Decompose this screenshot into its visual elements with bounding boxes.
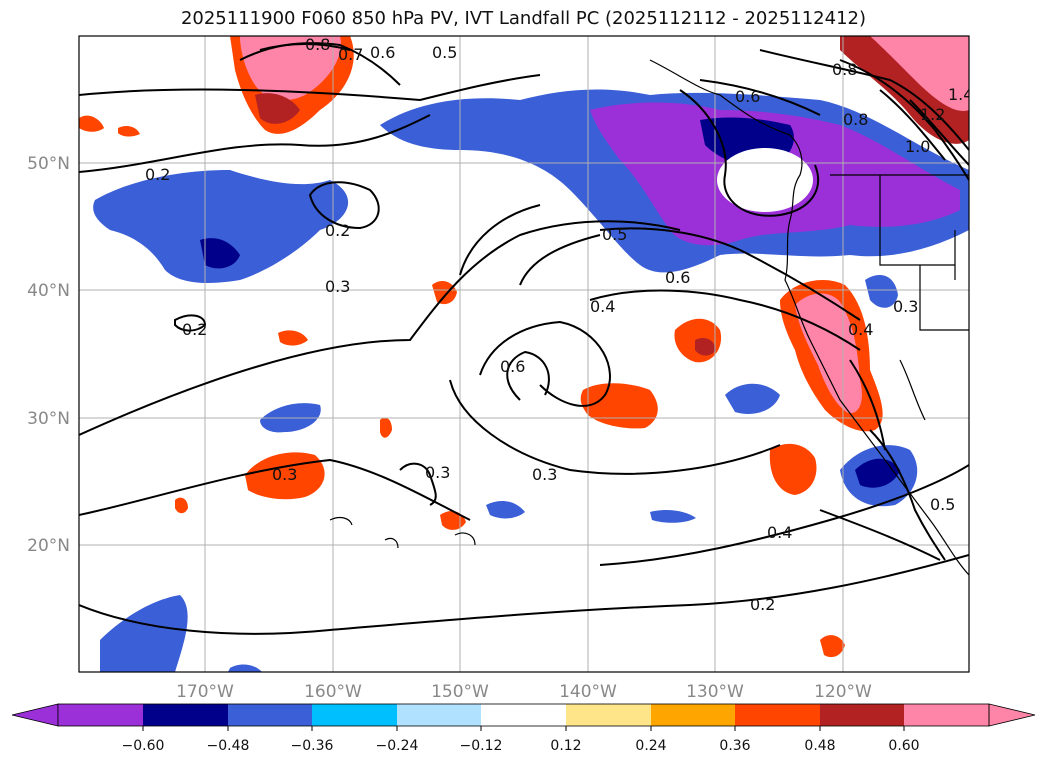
contour-label: 0.2 (145, 165, 170, 184)
contour-label: 0.3 (532, 465, 557, 484)
colorbar-segment (58, 704, 143, 726)
contour-label: 0.4 (590, 297, 615, 316)
lon-label: 140°W (559, 682, 617, 702)
contour-label: 0.6 (370, 43, 395, 62)
colorbar-tick-label: −0.24 (376, 738, 419, 754)
contour-label: 0.3 (272, 465, 297, 484)
contour-label: 0.4 (848, 320, 873, 339)
colorbar-segment (566, 704, 651, 726)
contour-label: 0.8 (832, 60, 857, 79)
lon-label: 120°W (814, 682, 872, 702)
colorbar-segment (481, 704, 566, 726)
lon-label: 150°W (431, 682, 489, 702)
contour-label: 0.7 (338, 45, 363, 64)
colorbar-extend-low (11, 703, 59, 727)
colorbar: −0.60 −0.48 −0.36 −0.24 −0.12 0.12 0.24 … (11, 703, 1036, 754)
contour-label: 0.6 (735, 87, 760, 106)
latitude-labels: 50°N 40°N 30°N 20°N (27, 154, 70, 556)
colorbar-tick-label: 0.24 (635, 738, 666, 754)
lat-label: 40°N (27, 281, 70, 301)
contour-label: 0.6 (665, 268, 690, 287)
colorbar-tick-label: 0.36 (719, 738, 750, 754)
colorbar-extend-high (988, 703, 1036, 727)
contour-label: 0.3 (425, 463, 450, 482)
contour-label: 0.8 (305, 35, 330, 54)
contour-label: 0.5 (432, 43, 457, 62)
contour-label: 1.2 (920, 105, 945, 124)
longitude-labels: 170°W 160°W 150°W 140°W 130°W 120°W (176, 682, 872, 702)
colorbar-segment (735, 704, 820, 726)
contour-label: 0.6 (500, 357, 525, 376)
lat-label: 30°N (27, 409, 70, 429)
colorbar-segment (904, 704, 989, 726)
colorbar-tick-label: 0.60 (888, 738, 919, 754)
colorbar-segment (143, 704, 228, 726)
ivt-contours (79, 42, 969, 635)
map-area: 0.2 0.2 0.2 0.2 0.3 0.3 0.3 0.3 0.3 0.4 … (79, 35, 973, 672)
contour-label: 0.5 (602, 225, 627, 244)
contour-label: 0.2 (750, 595, 775, 614)
lat-label: 50°N (27, 154, 70, 174)
contour-labels: 0.2 0.2 0.2 0.2 0.3 0.3 0.3 0.3 0.3 0.4 … (145, 35, 973, 614)
colorbar-segment (651, 704, 735, 726)
contour-label: 0.8 (843, 110, 868, 129)
contour-label: 0.5 (930, 495, 955, 514)
gridlines (79, 36, 969, 672)
contour-label: 1.4 (948, 85, 973, 104)
colorbar-tick-label: −0.48 (207, 738, 250, 754)
colorbar-segment (228, 704, 312, 726)
colorbar-tick-label: 0.48 (804, 738, 835, 754)
map-title: 2025111900 F060 850 hPa PV, IVT Landfall… (180, 8, 867, 29)
contour-label: 0.3 (325, 277, 350, 296)
map-frame (78, 35, 970, 673)
colorbar-segment (820, 704, 904, 726)
colorbar-segment (397, 704, 481, 726)
coastlines (329, 59, 969, 576)
lon-label: 130°W (686, 682, 744, 702)
contour-label: 0.3 (893, 297, 918, 316)
colorbar-tick-label: 0.12 (550, 738, 581, 754)
contour-label: 0.2 (182, 320, 207, 339)
contour-label: 0.2 (325, 221, 350, 240)
negative-pv-shading (93, 89, 969, 672)
contour-label: 1.0 (905, 137, 930, 156)
colorbar-tick-label: −0.36 (291, 738, 334, 754)
colorbar-segment (312, 704, 397, 726)
contour-label: 0.4 (767, 523, 792, 542)
colorbar-tick-label: −0.60 (122, 738, 165, 754)
colorbar-tick-label: −0.12 (460, 738, 503, 754)
lon-label: 160°W (304, 682, 362, 702)
lon-label: 170°W (176, 682, 234, 702)
positive-pv-shading (79, 36, 969, 658)
lat-label: 20°N (27, 536, 70, 556)
